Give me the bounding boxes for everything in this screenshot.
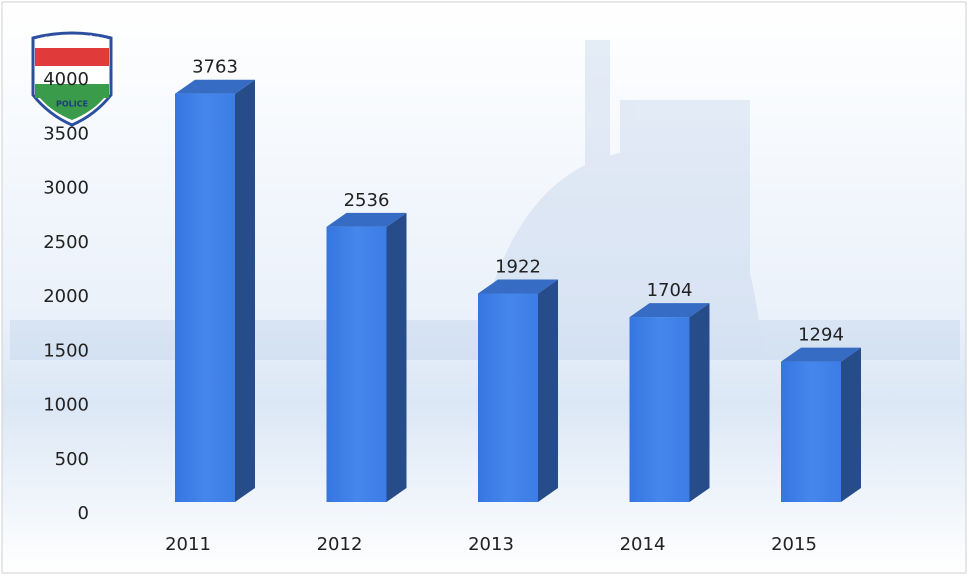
- bar-side: [841, 348, 861, 502]
- bar-front-shine: [327, 227, 387, 502]
- chart: RENDŐRSÉG POLICE 0 500 1000 1500 2000 2500 300…: [0, 0, 969, 576]
- bar: [781, 348, 861, 502]
- y-tick-label: 2000: [43, 286, 89, 307]
- y-tick-label: 4000: [43, 69, 89, 90]
- logo-top-text: RENDŐRSÉG: [44, 34, 100, 45]
- bar-front-shine: [478, 293, 538, 502]
- x-tick-label: 2013: [468, 534, 514, 555]
- bar-front-shine: [175, 94, 235, 502]
- x-tick-label: 2015: [771, 534, 817, 555]
- page: RENDŐRSÉG POLICE 0 500 1000 1500 2000 2500 300…: [0, 0, 969, 576]
- bar-front-shine: [630, 317, 690, 502]
- value-label: 1294: [798, 325, 844, 346]
- value-label: 1922: [495, 256, 541, 277]
- y-tick-label: 1500: [43, 340, 89, 361]
- y-tick-label: 1000: [43, 395, 89, 416]
- x-tick-label: 2011: [165, 534, 211, 555]
- bar: [630, 303, 710, 502]
- value-label: 1704: [647, 280, 693, 301]
- y-tick-label: 500: [55, 449, 89, 470]
- y-tick-label: 0: [78, 503, 89, 524]
- bar-front-shine: [781, 362, 841, 502]
- value-label: 3763: [192, 57, 238, 78]
- logo-bottom-text: POLICE: [56, 100, 88, 109]
- x-tick-label: 2012: [317, 534, 363, 555]
- y-tick-label: 2500: [43, 232, 89, 253]
- value-label: 2536: [344, 190, 390, 211]
- bar-side: [690, 303, 710, 502]
- y-tick-label: 3500: [43, 123, 89, 144]
- bar: [478, 279, 558, 502]
- y-tick-label: 3000: [43, 178, 89, 199]
- bar: [175, 80, 255, 502]
- logo-stripe: [35, 48, 109, 66]
- bar-side: [538, 279, 558, 502]
- bar: [327, 213, 407, 502]
- bar-side: [387, 213, 407, 502]
- bar-side: [235, 80, 255, 502]
- x-tick-label: 2014: [620, 534, 666, 555]
